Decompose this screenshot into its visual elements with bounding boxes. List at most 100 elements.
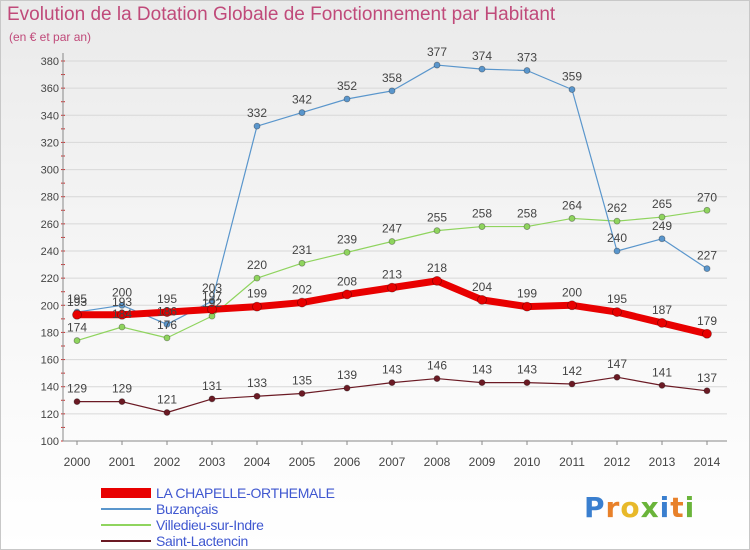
data-label-villedieu-sur-indre: 220 bbox=[247, 258, 267, 272]
x-tick-label: 2013 bbox=[649, 455, 676, 469]
data-point-saint-lactencin bbox=[388, 379, 396, 387]
chart-subtitle: (en € et par an) bbox=[9, 30, 92, 44]
y-tick-label: 300 bbox=[41, 165, 59, 177]
data-point-buzan-ais bbox=[163, 320, 171, 328]
data-point-villedieu-sur-indre bbox=[73, 337, 81, 344]
x-tick-label: 2006 bbox=[334, 455, 361, 469]
data-label-villedieu-sur-indre: 247 bbox=[382, 222, 402, 236]
logo-letter: i bbox=[684, 491, 696, 524]
data-point-buzan-ais bbox=[523, 67, 531, 74]
legend-swatch bbox=[101, 540, 151, 542]
series-group bbox=[72, 61, 712, 416]
data-label-buzan-ais: 200 bbox=[112, 285, 132, 299]
data-label-buzan-ais: 373 bbox=[517, 51, 537, 65]
y-tick-label: 200 bbox=[41, 300, 59, 312]
y-tick-label: 120 bbox=[41, 409, 59, 421]
data-label-buzan-ais: 352 bbox=[337, 79, 357, 93]
data-point-buzan-ais bbox=[658, 235, 666, 243]
data-label-la-chapelle-orthemale: 193 bbox=[112, 295, 132, 309]
data-point-saint-lactencin bbox=[478, 379, 486, 387]
data-label-saint-lactencin: 147 bbox=[607, 357, 627, 371]
data-label-villedieu-sur-indre: 264 bbox=[562, 198, 582, 212]
legend-label: LA CHAPELLE-ORTHEMALE bbox=[156, 485, 335, 501]
data-point-villedieu-sur-indre bbox=[343, 248, 351, 256]
data-label-buzan-ais: 195 bbox=[67, 292, 87, 306]
data-label-la-chapelle-orthemale: 213 bbox=[382, 268, 402, 282]
data-point-la-chapelle-orthemale bbox=[297, 297, 307, 308]
data-point-villedieu-sur-indre bbox=[163, 334, 171, 342]
data-point-villedieu-sur-indre bbox=[298, 259, 306, 267]
y-tick-label: 100 bbox=[41, 436, 59, 448]
data-label-villedieu-sur-indre: 239 bbox=[337, 232, 357, 246]
data-label-saint-lactencin: 135 bbox=[292, 374, 312, 388]
data-label-buzan-ais: 374 bbox=[472, 49, 492, 63]
data-label-saint-lactencin: 142 bbox=[562, 364, 582, 378]
x-tick-label: 2004 bbox=[244, 455, 271, 469]
data-label-saint-lactencin: 141 bbox=[652, 365, 672, 379]
x-tick-label: 2012 bbox=[604, 455, 631, 469]
data-label-buzan-ais: 227 bbox=[697, 249, 717, 263]
data-point-la-chapelle-orthemale bbox=[567, 300, 577, 311]
data-label-la-chapelle-orthemale: 179 bbox=[697, 314, 717, 328]
y-tick-label: 320 bbox=[41, 137, 59, 149]
y-tick-label: 160 bbox=[41, 355, 59, 367]
y-tick-label: 360 bbox=[41, 83, 59, 95]
logo-letter: x bbox=[640, 491, 660, 524]
y-tick-label: 380 bbox=[41, 56, 59, 68]
data-point-buzan-ais bbox=[568, 86, 576, 93]
data-point-buzan-ais bbox=[118, 301, 126, 309]
data-point-buzan-ais bbox=[298, 109, 306, 116]
x-tick-label: 2005 bbox=[289, 455, 316, 469]
data-point-villedieu-sur-indre bbox=[388, 238, 396, 245]
data-label-buzan-ais: 377 bbox=[427, 45, 447, 59]
data-point-la-chapelle-orthemale bbox=[702, 328, 712, 339]
data-point-la-chapelle-orthemale bbox=[477, 294, 487, 305]
data-point-buzan-ais bbox=[613, 247, 621, 255]
data-point-la-chapelle-orthemale bbox=[657, 318, 667, 328]
data-label-la-chapelle-orthemale: 200 bbox=[562, 285, 582, 299]
data-label-saint-lactencin: 143 bbox=[472, 363, 492, 377]
data-label-la-chapelle-orthemale: 187 bbox=[652, 303, 672, 317]
data-point-la-chapelle-orthemale bbox=[612, 307, 622, 317]
data-label-la-chapelle-orthemale: 193 bbox=[67, 295, 87, 309]
y-tick-label: 340 bbox=[41, 110, 59, 122]
x-tick-label: 2010 bbox=[514, 455, 541, 469]
data-label-la-chapelle-orthemale: 199 bbox=[247, 287, 267, 301]
data-label-la-chapelle-orthemale: 204 bbox=[472, 280, 492, 294]
data-point-la-chapelle-orthemale bbox=[72, 309, 82, 320]
data-label-saint-lactencin: 139 bbox=[337, 368, 357, 382]
data-point-buzan-ais bbox=[253, 122, 261, 130]
data-label-la-chapelle-orthemale: 208 bbox=[337, 274, 357, 288]
x-tick-label: 2009 bbox=[469, 455, 496, 469]
chart-title: Evolution de la Dotation Globale de Fonc… bbox=[7, 4, 556, 25]
data-point-villedieu-sur-indre bbox=[253, 274, 261, 282]
data-point-villedieu-sur-indre bbox=[613, 217, 621, 225]
data-label-saint-lactencin: 143 bbox=[517, 363, 537, 377]
data-point-saint-lactencin bbox=[568, 380, 576, 388]
axes: 100 120 140 160 180 200 220 240 260 280 300 320 340 3… bbox=[41, 53, 727, 469]
y-tick-label: 220 bbox=[41, 273, 59, 285]
data-point-buzan-ais bbox=[433, 61, 441, 69]
data-point-villedieu-sur-indre bbox=[703, 206, 711, 214]
data-point-saint-lactencin bbox=[703, 387, 711, 395]
data-point-villedieu-sur-indre bbox=[523, 223, 531, 230]
data-point-la-chapelle-orthemale bbox=[432, 275, 442, 286]
data-point-buzan-ais bbox=[343, 95, 351, 103]
data-label-villedieu-sur-indre: 265 bbox=[652, 197, 672, 211]
data-labels: 129 129 121 131 133 135 139 143 146 143 143 142 147 1… bbox=[67, 45, 717, 406]
data-point-saint-lactencin bbox=[118, 398, 126, 406]
data-label-villedieu-sur-indre: 255 bbox=[427, 211, 447, 225]
data-label-saint-lactencin: 143 bbox=[382, 363, 402, 377]
data-label-villedieu-sur-indre: 270 bbox=[697, 190, 717, 204]
data-label-villedieu-sur-indre: 262 bbox=[607, 201, 627, 215]
data-point-villedieu-sur-indre bbox=[433, 227, 441, 235]
proxiti-logo: Proxiti bbox=[584, 491, 695, 524]
y-tick-label: 260 bbox=[41, 219, 59, 231]
data-label-buzan-ais: 240 bbox=[607, 231, 627, 245]
data-point-buzan-ais bbox=[208, 297, 216, 305]
data-point-villedieu-sur-indre bbox=[118, 323, 126, 331]
y-tick-label: 280 bbox=[41, 192, 59, 204]
x-tick-label: 2011 bbox=[559, 455, 585, 469]
legend-item-buzan-ais: Buzançais bbox=[101, 501, 401, 517]
